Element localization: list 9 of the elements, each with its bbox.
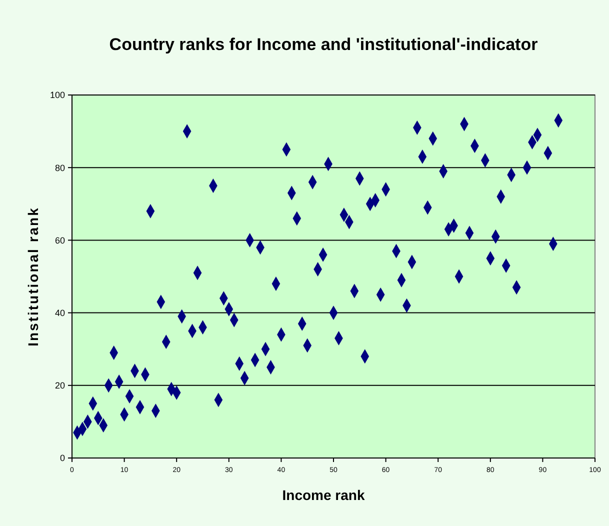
y-tick-label: 20 (54, 380, 65, 391)
y-tick-label: 40 (54, 308, 65, 318)
y-axis-title: Institutional rank (25, 206, 41, 346)
chart-title: Country ranks for Income and 'institutional'-indicator (109, 35, 538, 54)
x-axis-title: Income rank (282, 487, 365, 503)
y-tick-label: 60 (54, 235, 65, 246)
y-tick-label: 0 (60, 453, 65, 464)
y-tick-label: 100 (50, 90, 65, 100)
y-tick-label: 80 (54, 162, 65, 173)
